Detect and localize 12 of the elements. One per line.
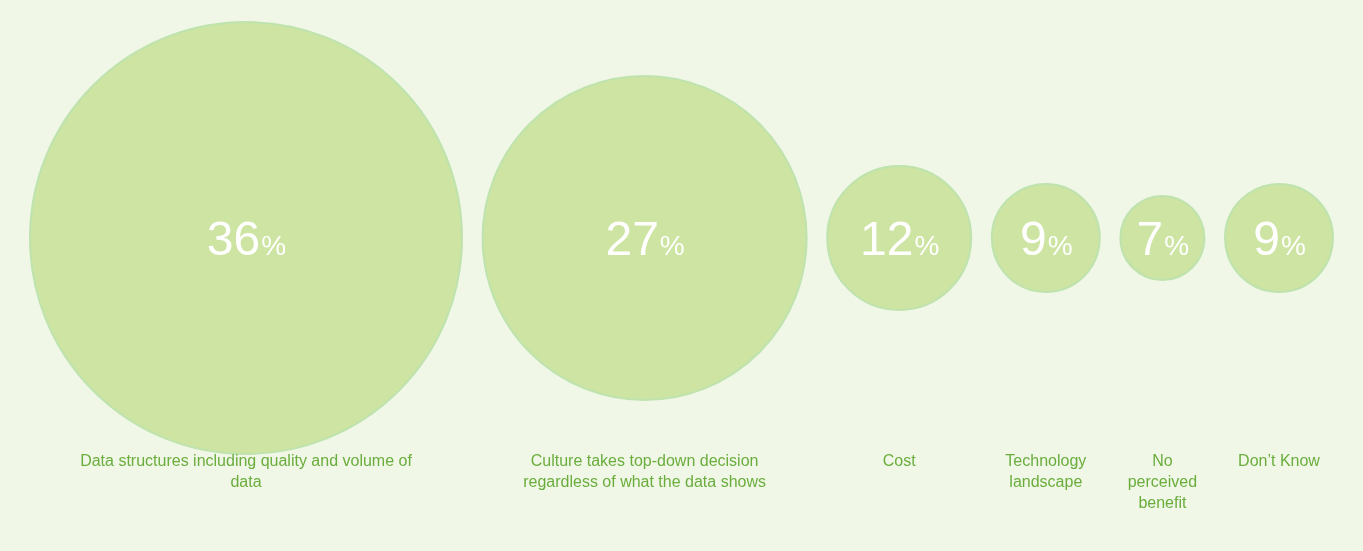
data-label: 9% [1020, 212, 1073, 265]
data-label: 7% [1136, 212, 1190, 265]
data-label: 12% [860, 212, 940, 265]
data-label: 27% [605, 212, 685, 265]
category-label: No perceived benefit [1127, 452, 1198, 512]
category-label: Technology landscape [1005, 452, 1087, 491]
category-label: Cost [882, 452, 917, 470]
category-label: Don’t Know [1238, 452, 1321, 470]
data-label: 36% [206, 212, 287, 265]
category-label: Data structures including quality and volume of data [80, 452, 413, 491]
category-label: Culture takes top-down decision regardless of what the data shows [523, 452, 767, 491]
data-label: 9% [1253, 212, 1306, 265]
